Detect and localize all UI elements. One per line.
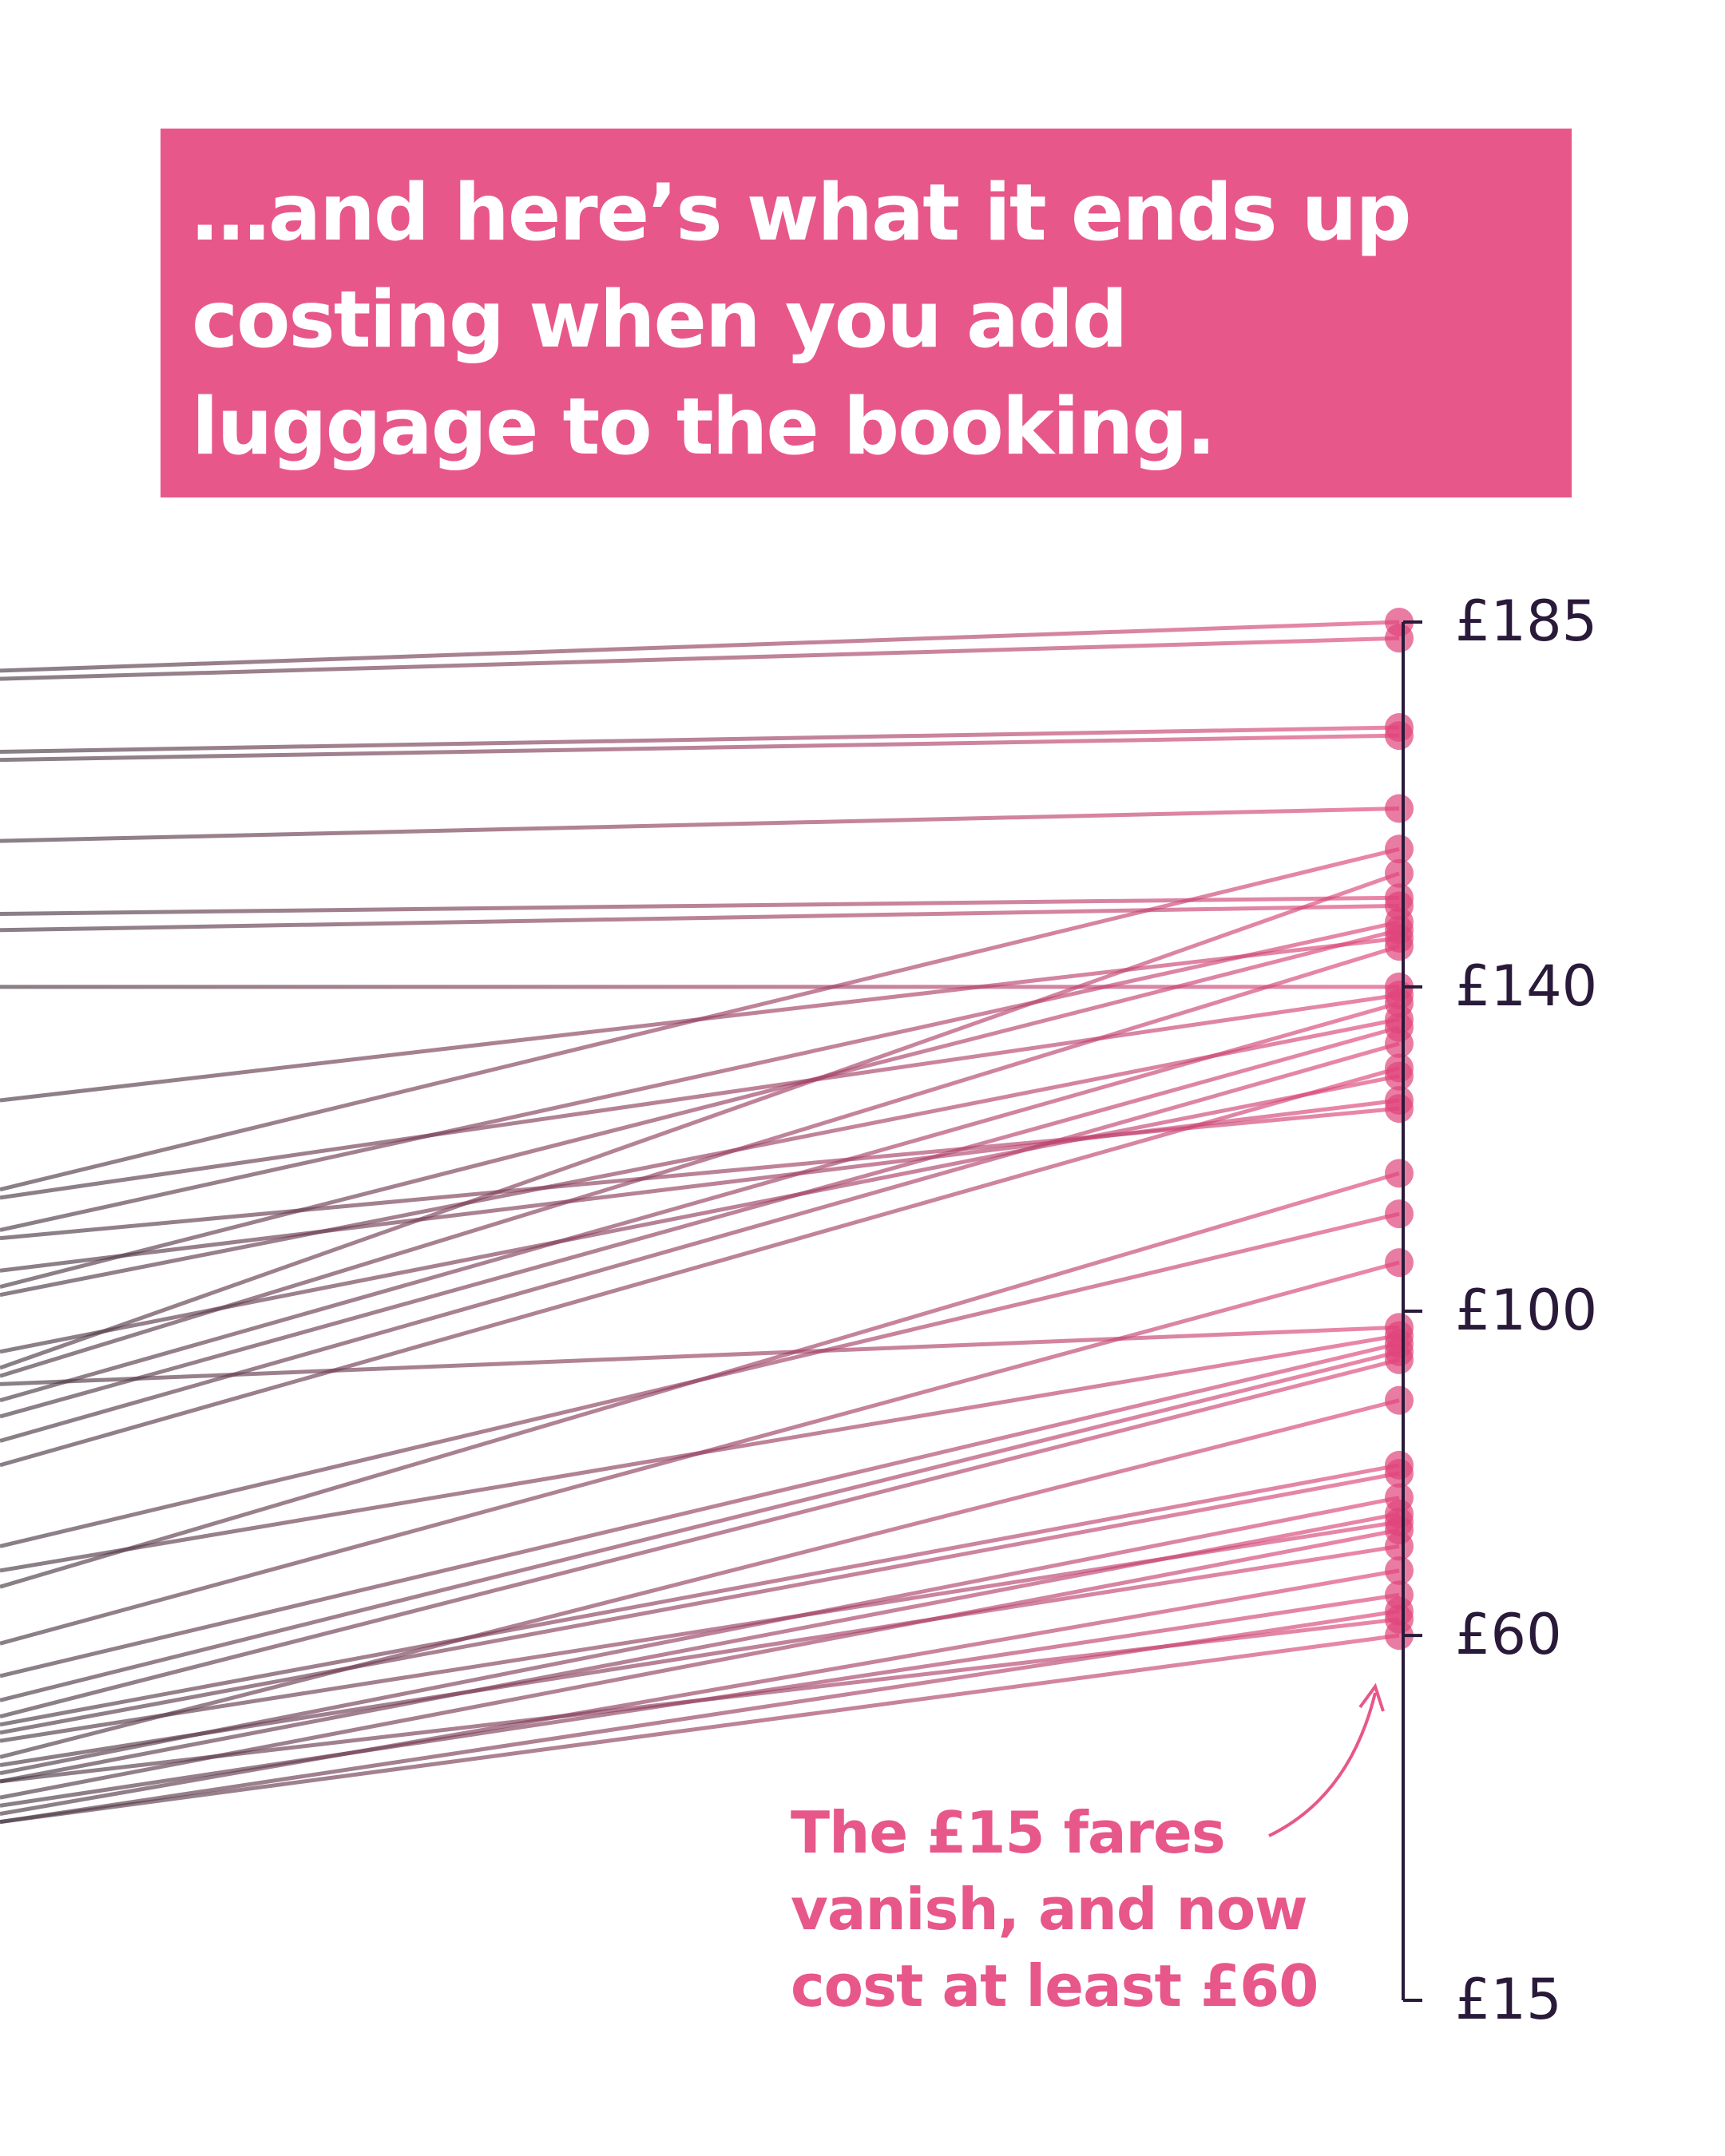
- title-line: …and here’s what it ends up: [192, 168, 1410, 259]
- end-dot: [1385, 834, 1414, 864]
- slope-line: [0, 1342, 1400, 1678]
- y-tick-label: £100: [1455, 1278, 1597, 1343]
- slope-line: [0, 1017, 1400, 1298]
- y-tick-label: £15: [1455, 1967, 1562, 2032]
- end-dot: [1385, 989, 1414, 1018]
- slope-line: [0, 1349, 1400, 1702]
- annotation-line: vanish, and now: [791, 1876, 1307, 1943]
- slope-line: [0, 1544, 1400, 1768]
- slope-line: [0, 1260, 1400, 1646]
- slope-line: [0, 636, 1400, 681]
- dots: [1385, 608, 1414, 1651]
- title-line: luggage to the booking.: [192, 382, 1215, 473]
- end-dot: [1385, 858, 1414, 888]
- end-dot: [1385, 932, 1414, 961]
- title-line: costing when you add: [192, 275, 1126, 366]
- slope-line: [0, 1463, 1400, 1727]
- end-dot: [1385, 1061, 1414, 1091]
- slope-line: [0, 1001, 1400, 1403]
- slope-line: [0, 1074, 1400, 1354]
- annotation-line: cost at least £60: [791, 1952, 1318, 2019]
- slope-line: [0, 725, 1400, 754]
- lines: [0, 620, 1400, 1825]
- end-dot: [1385, 721, 1414, 751]
- slope-line: [0, 1633, 1400, 1825]
- y-tick-label: £185: [1455, 589, 1597, 654]
- end-dot: [1385, 1621, 1414, 1651]
- slope-line: [0, 1520, 1400, 1743]
- end-dot: [1385, 1028, 1414, 1058]
- y-tick-label: £140: [1455, 953, 1597, 1019]
- end-dot: [1385, 1159, 1414, 1188]
- slope-line: [0, 1171, 1400, 1589]
- slope-line: [0, 1041, 1400, 1443]
- annotation-arrowhead: [1358, 1682, 1385, 1712]
- end-dot: [1385, 1345, 1414, 1374]
- slope-line: [0, 1568, 1400, 1816]
- end-dot: [1385, 1532, 1414, 1561]
- annotation-arrow: [1268, 1692, 1377, 1837]
- slope-line: [0, 807, 1400, 843]
- slope-line: [0, 871, 1400, 1370]
- slope-line: [0, 1025, 1400, 1419]
- end-dot: [1385, 1459, 1414, 1488]
- slope-line: [0, 620, 1400, 673]
- slope-line: [0, 993, 1400, 1200]
- end-dot: [1385, 1556, 1414, 1585]
- end-dot: [1385, 1086, 1414, 1116]
- slope-line: [0, 903, 1400, 933]
- end-dot: [1385, 1199, 1414, 1229]
- y-tick-label: £60: [1455, 1602, 1562, 1667]
- slope-line: [0, 846, 1400, 1192]
- end-dot: [1385, 624, 1414, 653]
- annotation-line: The £15 fares: [791, 1799, 1225, 1866]
- slope-line: [0, 1098, 1400, 1273]
- slope-line: [0, 1066, 1400, 1468]
- slope-line: [0, 733, 1400, 763]
- end-dot: [1385, 794, 1414, 823]
- slope-line: [0, 928, 1400, 1289]
- end-dot: [1385, 1385, 1414, 1415]
- slope-line: [0, 1325, 1400, 1386]
- slope-line: [0, 1617, 1400, 1784]
- end-dot: [1385, 1248, 1414, 1278]
- title-background: [161, 129, 1572, 497]
- slope-line: [0, 895, 1400, 917]
- slope-line: [0, 1471, 1400, 1735]
- slope-line: [0, 920, 1400, 1232]
- slope-line: [0, 1357, 1400, 1719]
- slope-line: [0, 1398, 1400, 1759]
